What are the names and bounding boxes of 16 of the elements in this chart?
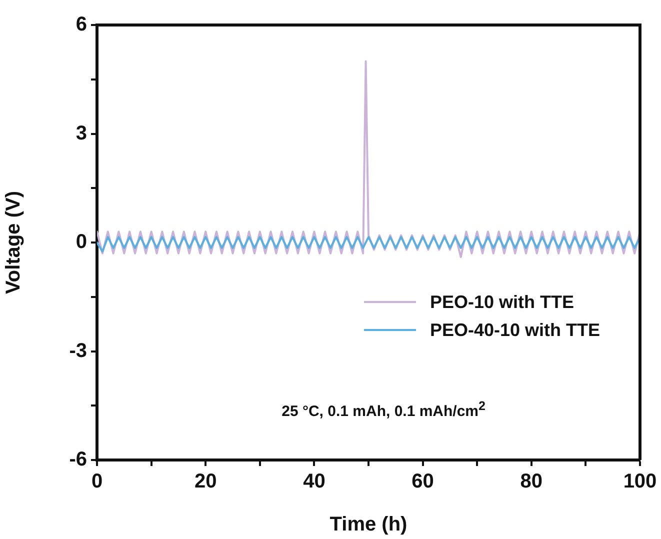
x-tick-label: 0 xyxy=(91,470,103,493)
annotation: 25 °C, 0.1 mAh, 0.1 mAh/cm$^{2}$ xyxy=(282,399,486,420)
x-tick-label: 100 xyxy=(623,470,657,493)
y-tick-label: 3 xyxy=(76,122,87,144)
x-tick-label: 40 xyxy=(303,470,326,493)
x-axis-title: Time (h) xyxy=(330,514,408,536)
legend-label: PEO-10 with TTE xyxy=(430,292,574,313)
y-tick-label: -6 xyxy=(69,448,87,471)
legend-label: PEO-40-10 with TTE xyxy=(430,320,600,341)
y-tick-label: -3 xyxy=(69,340,87,362)
x-tick-label: 20 xyxy=(194,470,217,493)
x-tick-label: 60 xyxy=(412,470,434,493)
x-tick-label: 80 xyxy=(520,470,543,493)
y-tick-label: 6 xyxy=(76,14,87,36)
y-axis-title: Voltage (V) xyxy=(2,191,25,294)
y-tick-label: 0 xyxy=(76,231,87,254)
